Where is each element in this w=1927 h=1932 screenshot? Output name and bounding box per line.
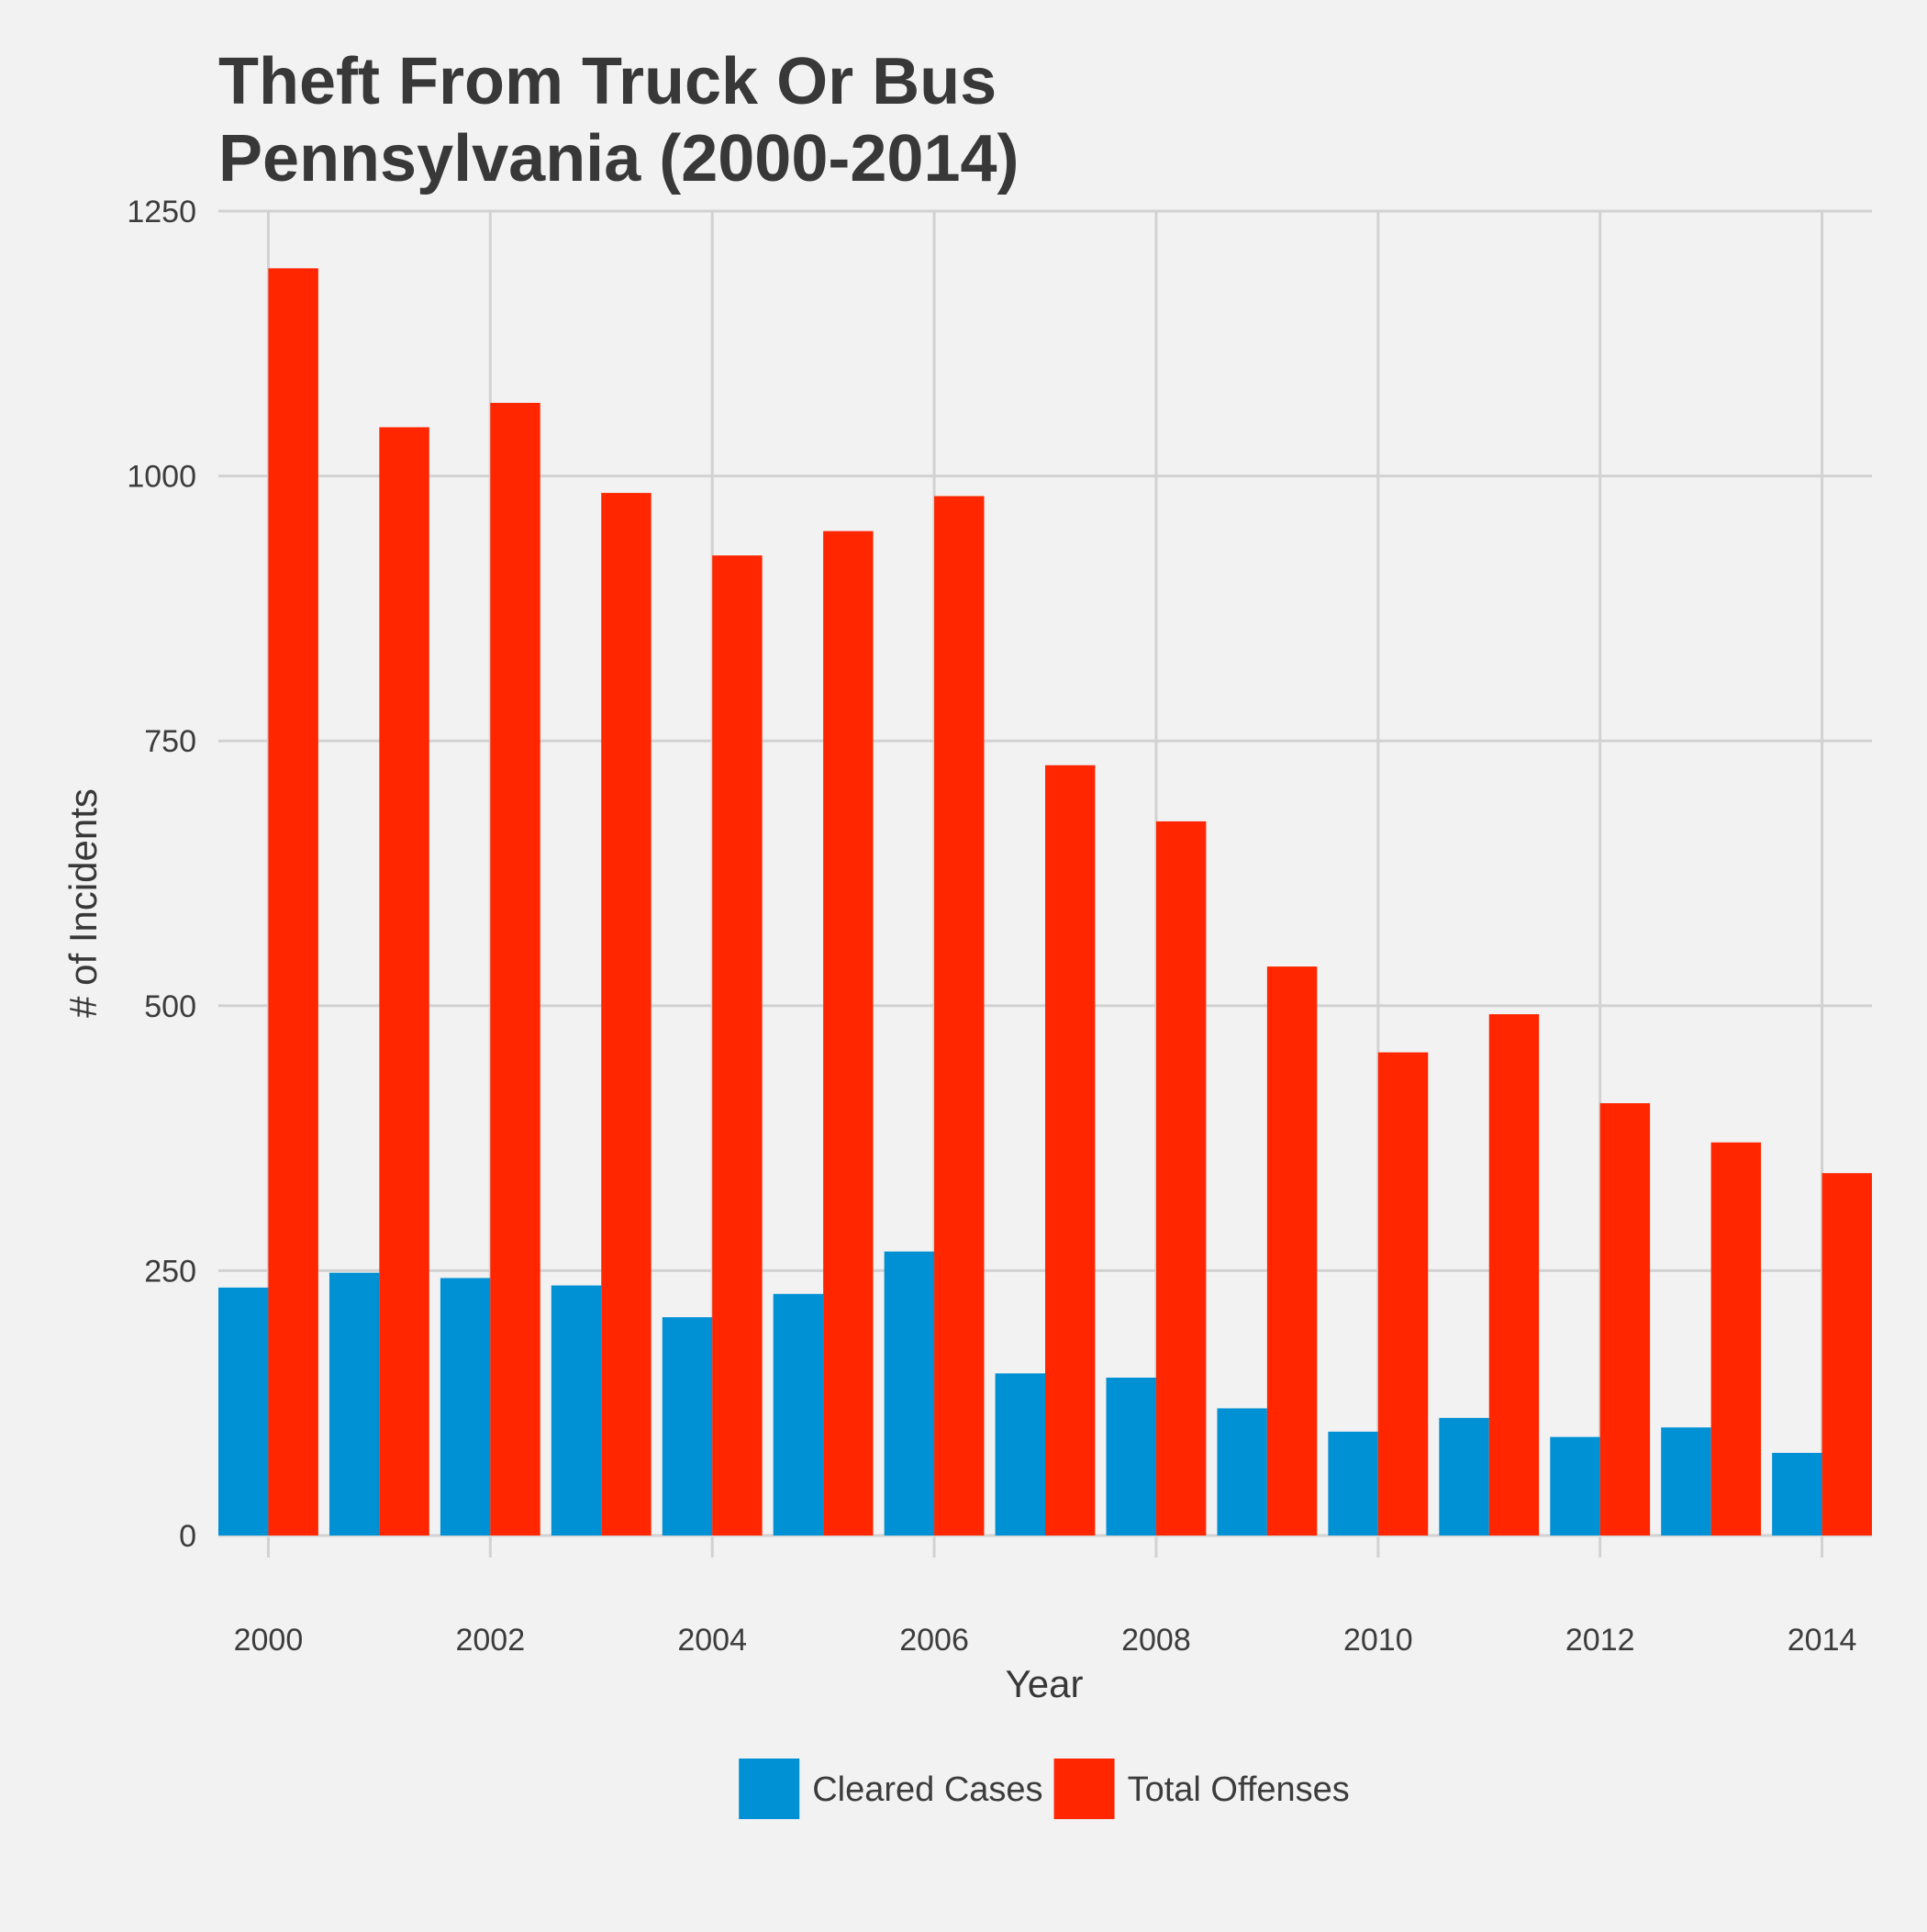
y-axis-label: # of Incidents (61, 788, 105, 1018)
bar-cleared-cases (1550, 1436, 1600, 1536)
x-tick-label: 2014 (1788, 1623, 1857, 1658)
y-tick-label: 1250 (127, 195, 196, 229)
legend: Cleared Cases Total Offenses (739, 1759, 1350, 1819)
bar-total-offenses (1488, 1014, 1540, 1536)
bar-cleared-cases (440, 1278, 491, 1536)
legend-key (1053, 1759, 1115, 1819)
x-tick-label: 2002 (455, 1623, 525, 1658)
tick-labels: 0 250 500 750 1000 1250 2000 2002 2004 2006 2008 20… (127, 195, 1856, 1658)
bar-total-offenses (379, 427, 429, 1536)
bar-total-offenses (712, 555, 763, 1536)
x-tick-label: 2004 (677, 1623, 747, 1658)
bar-total-offenses (1377, 1052, 1429, 1536)
chart-title: Theft From Truck Or Bus (218, 45, 997, 118)
bar-cleared-cases (1772, 1452, 1822, 1536)
y-tick-label: 250 (144, 1254, 196, 1289)
y-tick-label: 750 (144, 724, 196, 759)
bar-total-offenses (1599, 1103, 1651, 1536)
y-tick-label: 500 (144, 989, 196, 1024)
bar-total-offenses (490, 402, 540, 1536)
bar-cleared-cases (1106, 1377, 1156, 1536)
bar-cleared-cases (1661, 1427, 1711, 1536)
bars (218, 268, 1872, 1536)
bar-cleared-cases (329, 1272, 380, 1536)
x-tick-label: 2006 (899, 1623, 969, 1658)
legend-label: Cleared Cases (812, 1770, 1042, 1809)
y-tick-label: 1000 (127, 460, 196, 495)
bar-total-offenses (934, 496, 985, 1536)
bar-cleared-cases (1328, 1431, 1378, 1536)
bar-total-offenses (268, 268, 318, 1536)
bar-cleared-cases (218, 1287, 269, 1536)
bar-total-offenses (601, 493, 652, 1536)
bar-cleared-cases (1217, 1408, 1267, 1536)
bar-total-offenses (1155, 821, 1207, 1536)
bar-total-offenses (1045, 765, 1096, 1536)
chart-subtitle: Pennsylvania (2000-2014) (218, 122, 1019, 195)
x-tick-label: 2008 (1121, 1623, 1191, 1658)
x-tick-label: 2012 (1565, 1623, 1635, 1658)
bar-total-offenses (1821, 1173, 1872, 1536)
bar-total-offenses (1266, 966, 1318, 1536)
bar-cleared-cases (551, 1285, 602, 1536)
x-tick-label: 2000 (234, 1623, 304, 1658)
x-axis-label: Year (1006, 1662, 1084, 1705)
bar-cleared-cases (1439, 1417, 1489, 1536)
x-tick-label: 2010 (1343, 1623, 1413, 1658)
bar-cleared-cases (773, 1293, 824, 1536)
bar-cleared-cases (995, 1373, 1045, 1536)
bar-total-offenses (823, 530, 874, 1536)
bar-cleared-cases (662, 1317, 713, 1536)
bar-total-offenses (1710, 1142, 1762, 1536)
y-tick-label: 0 (179, 1519, 196, 1554)
bar-cleared-cases (884, 1251, 935, 1536)
legend-label: Total Offenses (1128, 1770, 1350, 1809)
legend-key (739, 1759, 800, 1819)
